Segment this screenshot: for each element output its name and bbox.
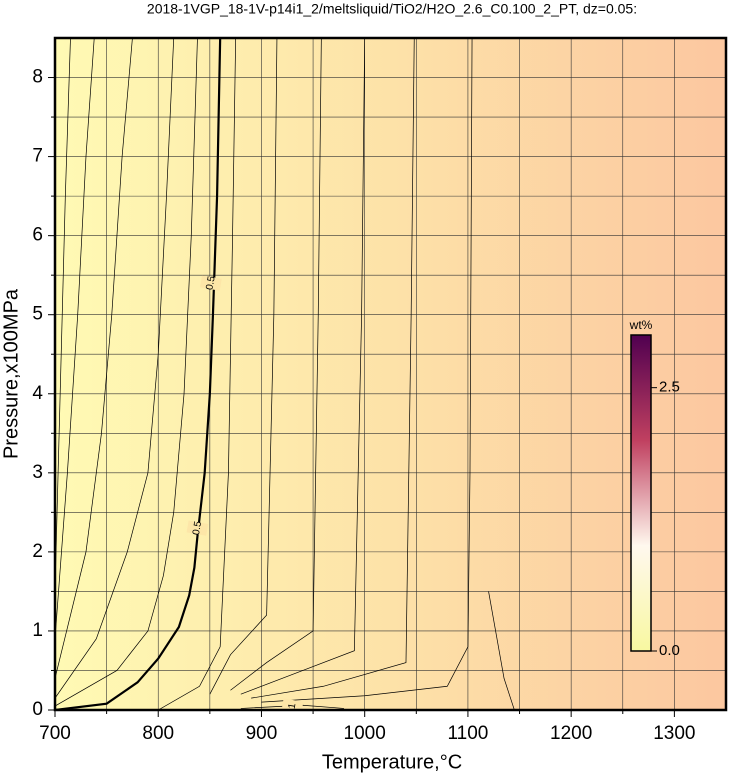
contour-line — [261, 38, 473, 703]
y-tick-label: 2 — [32, 541, 43, 562]
colorbar-label: wt% — [629, 318, 653, 332]
x-tick-label: 1200 — [550, 723, 592, 744]
contour-label-bg — [186, 520, 209, 536]
y-tick-label: 1 — [32, 620, 43, 641]
contours: 0.5 0.5 1 — [55, 38, 515, 710]
contour-label: 0.5 — [204, 275, 217, 291]
x-tick-label: 1300 — [653, 723, 695, 744]
contour-line — [158, 38, 237, 710]
y-tick-label: 3 — [32, 462, 43, 483]
plot-background — [55, 38, 726, 710]
colorbar-tick-label: 2.5 — [659, 379, 680, 396]
x-tick-label: 1000 — [344, 723, 386, 744]
contour-line — [55, 38, 175, 699]
contour-label: 0.5 — [191, 520, 204, 536]
chart-title: 2018-1VGP_18-1V-p14i1_2/meltsliquid/TiO2… — [147, 1, 637, 17]
contour-line — [55, 38, 133, 679]
contour-line — [55, 38, 222, 710]
y-tick-label: 8 — [32, 67, 43, 88]
x-tick-label: 1100 — [447, 723, 488, 744]
colorbar — [630, 334, 652, 652]
contour-line — [488, 591, 515, 710]
contour-label: 1 — [287, 702, 299, 710]
contour-line — [55, 38, 71, 592]
contour-line — [55, 38, 95, 639]
plot-frame — [53, 36, 728, 712]
x-tick-label: 700 — [39, 723, 71, 744]
contour-line — [230, 38, 322, 691]
x-tick-label: 800 — [142, 723, 174, 744]
y-tick-label: 4 — [32, 383, 43, 404]
y-tick-label: 6 — [32, 225, 43, 246]
contour-line — [209, 38, 278, 695]
contour-line — [251, 38, 415, 699]
y-axis-label: Pressure,x100MPa — [0, 288, 22, 459]
colorbar-tick-label: 0.0 — [659, 642, 680, 659]
y-tick-label: 5 — [32, 304, 43, 325]
y-tick-label: 0 — [32, 699, 43, 720]
contour-line — [55, 38, 198, 707]
x-tick-label: 900 — [246, 723, 278, 744]
y-tick-label: 7 — [32, 146, 43, 167]
contour-line — [240, 704, 345, 709]
x-axis-label: Temperature,°C — [322, 751, 462, 773]
contour-line — [240, 38, 366, 695]
contour-label-bg — [199, 275, 222, 291]
